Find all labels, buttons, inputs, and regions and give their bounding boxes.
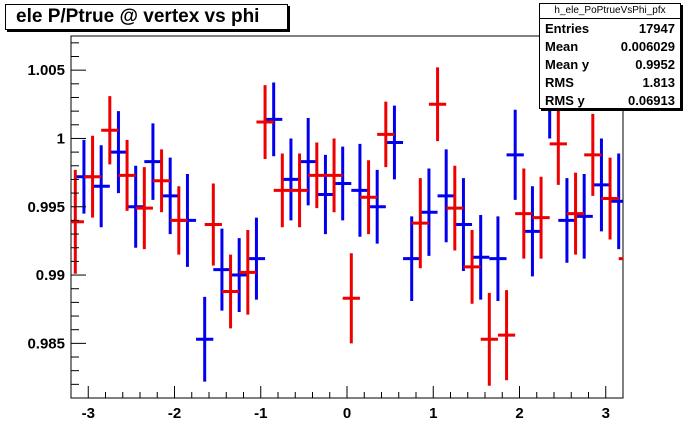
stats-value: 1.813 — [642, 74, 675, 90]
data-point — [290, 153, 309, 228]
data-point — [515, 168, 533, 259]
stats-box: h_ele_PoPtrueVsPhi_pfx Entries 17947 Mea… — [539, 3, 681, 109]
data-point — [575, 173, 593, 259]
stats-histogram-name: h_ele_PoPtrueVsPhi_pfx — [540, 4, 680, 19]
data-point — [71, 169, 84, 274]
x-tick-label: 0 — [343, 405, 351, 422]
stats-row-rms: RMS 1.813 — [540, 73, 680, 91]
data-point — [109, 111, 128, 194]
stats-label: Mean y — [545, 56, 590, 72]
data-point — [342, 253, 360, 344]
data-point — [83, 135, 102, 218]
data-point — [523, 186, 542, 277]
data-point — [411, 178, 429, 269]
data-point — [566, 172, 585, 255]
data-point — [144, 123, 162, 200]
data-point — [532, 176, 550, 259]
stats-value: 0.006029 — [620, 38, 675, 54]
data-point — [170, 186, 188, 255]
stats-label: Mean — [545, 38, 579, 54]
data-point — [316, 154, 335, 235]
data-point — [446, 165, 464, 251]
data-point — [152, 149, 171, 213]
x-tick-label: -2 — [168, 405, 181, 422]
data-point — [497, 290, 516, 381]
data-point — [368, 169, 386, 244]
data-point — [221, 254, 240, 329]
data-point — [230, 238, 248, 312]
y-tick-label: 1.005 — [27, 62, 65, 79]
stats-row-rms-y: RMS y 0.06913 — [540, 91, 680, 109]
data-point — [247, 217, 266, 300]
y-tick-label: 0.99 — [36, 267, 65, 284]
data-point — [196, 296, 214, 382]
data-point — [204, 183, 222, 266]
data-point — [437, 149, 455, 243]
data-point — [558, 178, 576, 263]
data-point — [351, 143, 369, 237]
y-tick-label: 0.995 — [27, 199, 65, 216]
data-point — [549, 102, 567, 185]
data-point — [118, 139, 136, 211]
y-tick-label: 0.985 — [27, 335, 65, 352]
stats-row-mean-y: Mean y 0.9952 — [540, 55, 680, 73]
data-point — [265, 82, 283, 157]
data-point — [610, 153, 623, 250]
data-point — [359, 160, 378, 235]
data-point — [273, 153, 291, 228]
stats-value: 0.9952 — [635, 56, 675, 72]
x-tick-label: -3 — [82, 405, 95, 422]
data-point — [385, 105, 404, 180]
data-point — [334, 146, 352, 221]
data-point — [420, 168, 438, 256]
data-point — [584, 113, 602, 196]
stats-label: RMS — [545, 74, 574, 90]
data-point — [101, 96, 119, 165]
data-point — [92, 145, 110, 228]
data-point — [256, 85, 274, 159]
stats-label: RMS y — [545, 92, 585, 108]
data-point — [463, 229, 481, 304]
data-point — [489, 216, 507, 302]
x-tick-label: 1 — [429, 405, 437, 422]
x-tick-label: 3 — [602, 405, 610, 422]
data-point — [308, 142, 326, 209]
data-point — [213, 228, 231, 311]
stats-row-entries: Entries 17947 — [540, 19, 680, 37]
x-tick-label: 2 — [515, 405, 523, 422]
plot-title: ele P/Ptrue @ vertex vs phi — [5, 4, 288, 30]
data-point — [403, 216, 421, 302]
x-tick-label: -1 — [254, 405, 267, 422]
stats-value: 0.06913 — [628, 92, 675, 108]
data-point — [506, 109, 524, 200]
y-tick-label: 1 — [57, 130, 65, 147]
stats-label: Entries — [545, 20, 590, 36]
data-point — [480, 292, 498, 386]
data-point — [428, 67, 447, 142]
data-point — [282, 138, 300, 221]
data-point — [239, 229, 257, 315]
stats-value: 17947 — [638, 20, 675, 36]
data-point — [377, 101, 395, 168]
data-point — [135, 167, 153, 250]
data-point — [601, 157, 619, 240]
data-point — [325, 138, 343, 213]
stats-row-mean: Mean 0.006029 — [540, 37, 680, 55]
data-point — [454, 178, 473, 271]
data-point — [472, 214, 490, 300]
